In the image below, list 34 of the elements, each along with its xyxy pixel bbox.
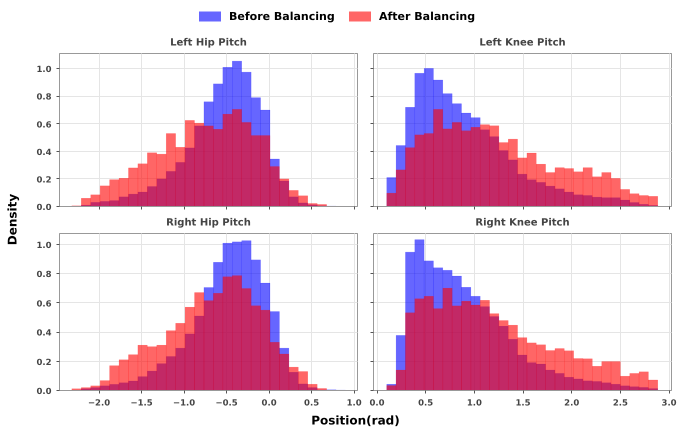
x-tick-label: −1.5 — [130, 398, 153, 408]
y-tick-label: 0.4 — [36, 148, 52, 158]
x-axis-title: Position(rad) — [311, 414, 400, 428]
y-tick-label: 0.0 — [36, 203, 52, 213]
x-tick-label: 0.0 — [262, 398, 277, 408]
x-tick-label: 1.0 — [346, 398, 362, 408]
x-tick-label: −0.5 — [215, 398, 238, 408]
chart-title: Right Knee Pitch — [475, 218, 570, 228]
x-tick-label: 2.5 — [612, 398, 628, 408]
legend-label: Before Balancing — [229, 10, 335, 23]
y-tick-label: 1.0 — [36, 240, 52, 251]
y-tick-label: 0.8 — [36, 270, 52, 280]
y-tick-label: 0.6 — [36, 120, 52, 130]
x-tick-label: 1.5 — [516, 398, 531, 408]
x-tick-label: 0.5 — [304, 398, 320, 408]
x-tick-label: 0.5 — [418, 398, 434, 408]
y-axis-title: Density — [6, 194, 20, 246]
x-tick-label: −1.0 — [172, 398, 196, 408]
chart-title: Left Hip Pitch — [170, 38, 247, 48]
y-tick-label: 0.8 — [36, 92, 52, 103]
y-tick-label: 0.2 — [36, 358, 52, 368]
x-tick-label: 0.0 — [369, 398, 385, 408]
y-tick-label: 0.4 — [36, 328, 52, 339]
x-tick-label: 3.0 — [662, 398, 677, 408]
x-tick-label: 1.0 — [466, 398, 482, 408]
x-tick-label: 2.0 — [564, 398, 580, 408]
y-tick-label: 0.6 — [36, 299, 52, 310]
chart-title: Right Hip Pitch — [166, 218, 251, 228]
y-tick-label: 0.2 — [36, 175, 52, 186]
y-tick-label: 1.0 — [36, 65, 52, 76]
chart-title: Left Knee Pitch — [479, 38, 566, 48]
legend-label: After Balancing — [379, 10, 476, 23]
y-tick-label: 0.0 — [36, 387, 52, 397]
x-tick-label: −2.0 — [88, 398, 110, 408]
